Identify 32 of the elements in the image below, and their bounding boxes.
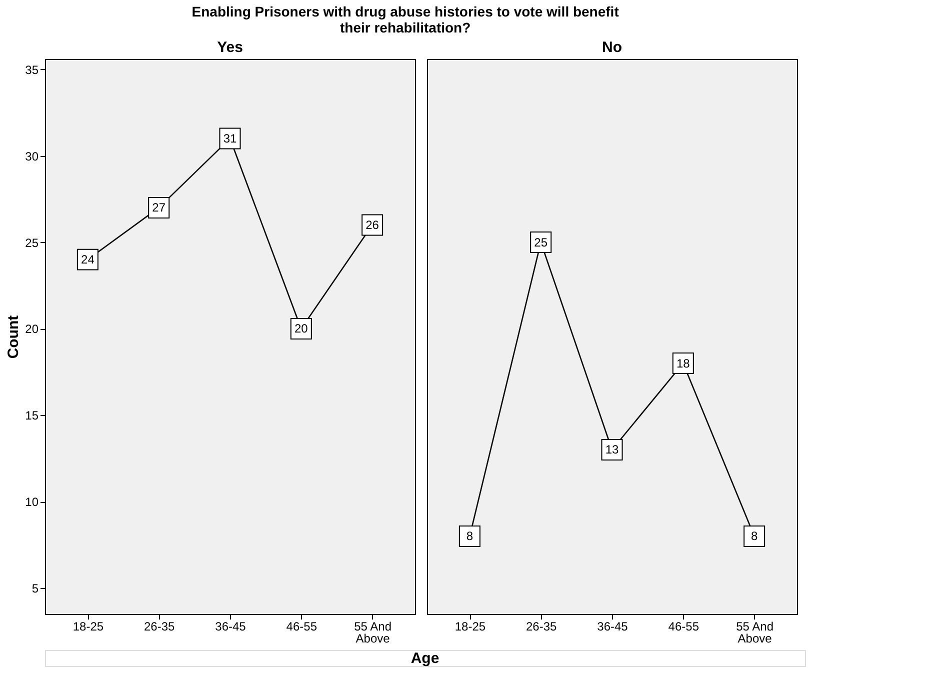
data-label: 20 <box>294 322 308 336</box>
x-tick-label: 55 And Above <box>736 620 774 646</box>
data-label: 25 <box>534 235 548 250</box>
data-label: 24 <box>81 252 95 267</box>
x-tick-label: 36-45 <box>215 620 246 634</box>
chart-subtitle: Yes <box>217 39 243 56</box>
y-tick-label: 10 <box>25 495 39 510</box>
y-tick-label: 35 <box>25 62 39 77</box>
x-tick-label: 26-35 <box>526 620 558 634</box>
data-label: 26 <box>366 218 380 232</box>
y-axis-title: Count <box>5 315 22 359</box>
y-tick-label: 20 <box>25 322 39 336</box>
x-tick-label: 18-25 <box>454 620 486 634</box>
data-label: 18 <box>676 356 690 370</box>
x-tick-label: 36-45 <box>597 620 628 634</box>
x-tick-label: 26-35 <box>144 620 176 634</box>
y-tick-label: 5 <box>32 582 39 596</box>
data-label: 27 <box>152 200 166 215</box>
x-tick-label: 18-25 <box>72 620 104 634</box>
x-tick-label: 46-55 <box>286 620 318 634</box>
data-label: 8 <box>466 529 474 544</box>
y-tick-label: 15 <box>25 408 39 423</box>
y-tick-label: 30 <box>25 149 39 164</box>
x-axis-title: Age <box>410 650 440 667</box>
data-label: 13 <box>605 442 619 457</box>
chart-subtitle: No <box>602 39 622 56</box>
chart-title: Enabling Prisoners with drug abuse histories to vote will benefit their rehabilitation? <box>192 4 620 36</box>
y-tick-label: 25 <box>25 236 39 250</box>
data-label: 8 <box>750 529 758 544</box>
x-tick-label: 46-55 <box>668 620 700 634</box>
x-tick-label: 55 And Above <box>354 620 392 646</box>
data-label: 31 <box>223 132 237 146</box>
